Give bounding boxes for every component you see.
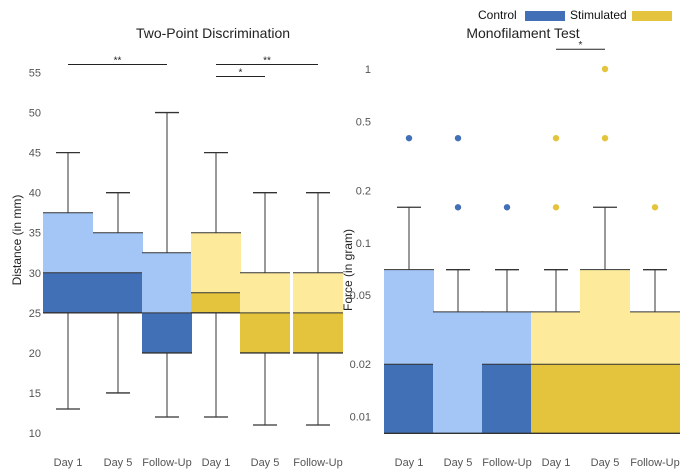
x-tick-label: Day 5 <box>591 457 620 469</box>
box-lower-half <box>630 364 680 434</box>
outlier-point <box>651 204 659 211</box>
box-upper-half <box>630 311 680 365</box>
x-tick-label: Day 1 <box>542 457 571 469</box>
x-tick-label: Day 1 <box>395 457 424 469</box>
legend-label-stimulated: Stimulated <box>570 8 627 22</box>
box-upper-half <box>482 311 532 365</box>
y-tick-label: 30 <box>29 268 41 280</box>
legend-swatch-control <box>525 11 565 21</box>
box-lower-half <box>191 292 241 313</box>
box-upper-half <box>293 272 343 313</box>
y-tick-label: 25 <box>29 308 41 320</box>
box-lower-half <box>93 272 143 313</box>
y-axis-label: Force (in gram) <box>341 229 355 311</box>
box-lower-half <box>293 312 343 353</box>
y-tick-label: 20 <box>29 348 41 360</box>
chart-two-point-discrimination: Two-Point Discrimination Distance (in mm… <box>10 25 343 469</box>
box-lower-half <box>384 364 434 434</box>
y-tick-label: 1 <box>365 64 371 76</box>
box-4 <box>191 151 241 418</box>
y-tick-label: 0.5 <box>356 116 371 128</box>
outlier-point <box>503 204 511 211</box>
box-upper-half <box>384 269 434 365</box>
box-upper-half <box>191 232 241 293</box>
y-tick-label: 55 <box>29 68 41 80</box>
box-upper-half <box>43 212 93 273</box>
x-tick-label: Day 1 <box>54 457 83 469</box>
significance-label: * <box>239 68 243 79</box>
box-2 <box>93 192 143 394</box>
significance-label: * <box>579 40 583 51</box>
significance-label: ** <box>114 55 122 66</box>
box-upper-half <box>531 311 581 365</box>
legend-swatch-stimulated <box>632 11 672 21</box>
box-lower-half <box>580 364 630 434</box>
plot-area: 10 15 20 25 30 35 40 45 50 55 Day 1 Day 5 Follow-Up D… <box>29 55 343 469</box>
box-upper-half <box>142 252 192 313</box>
box-3 <box>142 111 192 418</box>
x-tick-label: Day 5 <box>251 457 280 469</box>
y-tick-label: 15 <box>29 388 41 400</box>
y-tick-label: 0.1 <box>356 238 371 250</box>
y-tick-label: 45 <box>29 148 41 160</box>
box-lower-half <box>240 312 290 353</box>
box-lower-half <box>43 272 93 313</box>
box-upper-half <box>433 311 483 434</box>
x-tick-label: Follow-Up <box>142 457 192 469</box>
box-upper-half <box>580 269 630 365</box>
chart-title: Two-Point Discrimination <box>136 25 290 41</box>
box-4 <box>531 134 581 435</box>
outlier-point <box>601 134 609 142</box>
significance-label: ** <box>263 55 271 66</box>
outlier-point <box>405 134 413 142</box>
legend: Control Stimulated <box>478 8 672 22</box>
box-5 <box>240 192 290 426</box>
outlier-point <box>601 65 609 73</box>
box-6 <box>630 204 680 435</box>
y-tick-label: 0.02 <box>350 359 371 371</box>
x-tick-label: Follow-Up <box>293 457 343 469</box>
y-tick-label: 35 <box>29 228 41 240</box>
box-lower-half <box>482 364 532 434</box>
box-lower-half <box>531 364 581 434</box>
outlier-point <box>552 204 560 211</box>
plot-area: 0.01 0.02 0.05 0.1 0.2 0.5 1 Day 1 Day 5 Follow-U… <box>350 40 680 469</box>
y-tick-label: 0.2 <box>356 185 371 197</box>
outlier-point <box>454 204 462 211</box>
chart-monofilament-test: Monofilament Test Force (in gram) 0.010.… <box>341 25 680 469</box>
box-upper-half <box>240 272 290 313</box>
x-tick-label: Day 5 <box>104 457 133 469</box>
box-3 <box>482 204 532 435</box>
chart-title: Monofilament Test <box>466 25 579 41</box>
x-tick-label: Day 1 <box>202 457 231 469</box>
outlier-point <box>454 134 462 142</box>
box-1 <box>43 151 93 410</box>
y-tick-label: 10 <box>29 428 41 440</box>
y-axis-label: Distance (in mm) <box>10 195 24 286</box>
legend-label-control: Control <box>478 8 517 22</box>
outlier-point <box>552 134 560 142</box>
box-6 <box>293 192 343 426</box>
y-tick-label: 0.01 <box>350 412 371 424</box>
y-tick-label: 0.05 <box>350 290 371 302</box>
box-5 <box>580 65 630 435</box>
box-lower-half <box>142 312 192 353</box>
x-tick-label: Follow-Up <box>630 457 680 469</box>
y-tick-label: 50 <box>29 108 41 120</box>
x-tick-label: Follow-Up <box>482 457 532 469</box>
y-tick-label: 40 <box>29 188 41 200</box>
box-upper-half <box>93 232 143 273</box>
box-1 <box>384 134 434 435</box>
x-tick-label: Day 5 <box>444 457 473 469</box>
box-2 <box>433 134 483 435</box>
